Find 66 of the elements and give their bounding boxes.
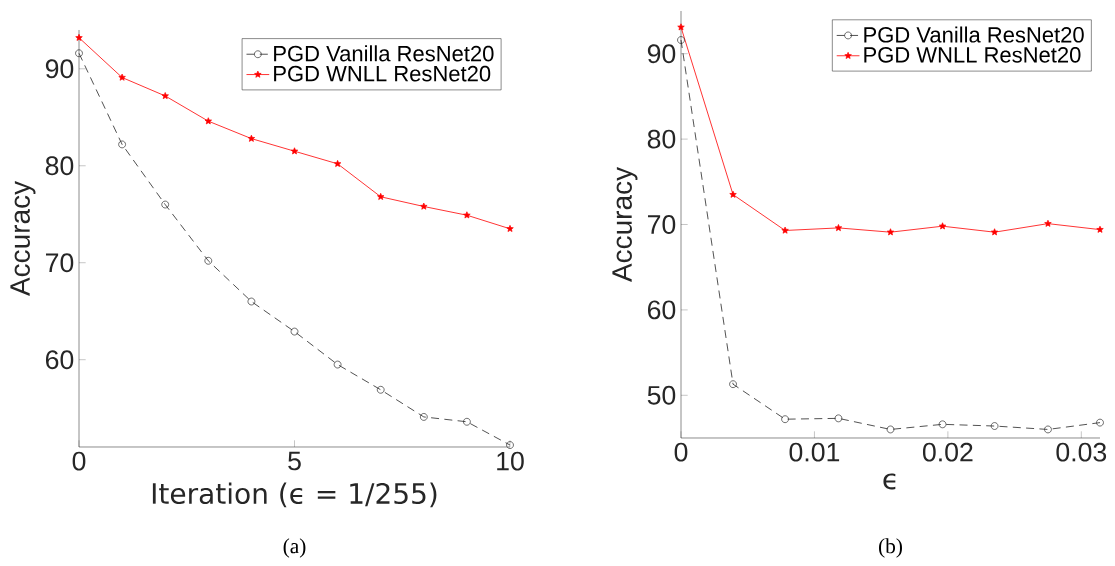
point — [463, 417, 471, 426]
point — [75, 33, 83, 41]
text: (b) — [879, 538, 902, 558]
point — [938, 420, 947, 429]
point — [247, 297, 256, 306]
point — [247, 134, 256, 142]
point — [990, 228, 999, 236]
point — [886, 425, 895, 434]
point — [834, 224, 843, 232]
x-tick-label: 0.03 — [1056, 442, 1107, 462]
point — [729, 380, 737, 388]
y-tick-label: 90 — [45, 59, 74, 79]
legend-label: PGD Vanilla ResNet20 — [864, 26, 1084, 43]
point — [1096, 225, 1104, 233]
point — [420, 413, 428, 421]
y-tick-label: 70 — [647, 215, 676, 234]
y-tick-label: 80 — [45, 156, 74, 176]
x-tick-label: 0.02 — [922, 442, 973, 462]
y-tick-label: 90 — [647, 44, 676, 64]
point — [886, 228, 895, 236]
point — [729, 190, 737, 198]
point — [333, 360, 342, 369]
text: (a) — [283, 538, 306, 558]
y-axis-title: Accuracy — [612, 166, 638, 282]
point — [376, 385, 385, 394]
point — [938, 222, 947, 230]
point — [1044, 219, 1052, 227]
x-axis-title: Iteration (ϵ = 1/255) — [152, 482, 437, 508]
point — [290, 327, 299, 336]
point — [377, 192, 385, 200]
x-tick-label: 10 — [497, 451, 524, 471]
point — [75, 49, 83, 58]
point — [781, 226, 789, 234]
legend-label: PGD WNLL ResNet20 — [274, 65, 491, 82]
point — [1044, 425, 1052, 434]
point — [677, 23, 685, 31]
y-tick-label: 60 — [647, 300, 676, 320]
y-tick-label: 50 — [647, 385, 676, 405]
point — [781, 415, 789, 424]
point — [506, 441, 514, 449]
x-axis-title: ϵ — [883, 473, 896, 490]
point — [204, 256, 213, 265]
point — [118, 73, 126, 81]
point — [463, 211, 471, 219]
point — [161, 92, 169, 100]
point — [834, 414, 843, 423]
y-tick-label: 80 — [647, 129, 676, 149]
point — [677, 36, 685, 44]
point — [420, 202, 428, 210]
x-tick-label: 0.01 — [789, 442, 840, 462]
x-tick-label: 5 — [288, 451, 301, 471]
legend-label: PGD Vanilla ResNet20 — [274, 45, 494, 62]
x-tick-label: 0 — [674, 442, 688, 462]
point — [333, 160, 342, 167]
point — [290, 147, 299, 155]
point — [204, 117, 212, 125]
point — [161, 200, 170, 209]
point — [506, 224, 514, 232]
x-tick-label: 0 — [72, 451, 86, 471]
y-tick-label: 60 — [45, 350, 74, 370]
y-axis-title: Accuracy — [10, 180, 36, 296]
y-tick-label: 70 — [45, 253, 74, 273]
point — [1096, 418, 1104, 427]
point — [118, 140, 126, 149]
point — [990, 422, 999, 430]
legend-label: PGD WNLL ResNet20 — [864, 47, 1081, 63]
